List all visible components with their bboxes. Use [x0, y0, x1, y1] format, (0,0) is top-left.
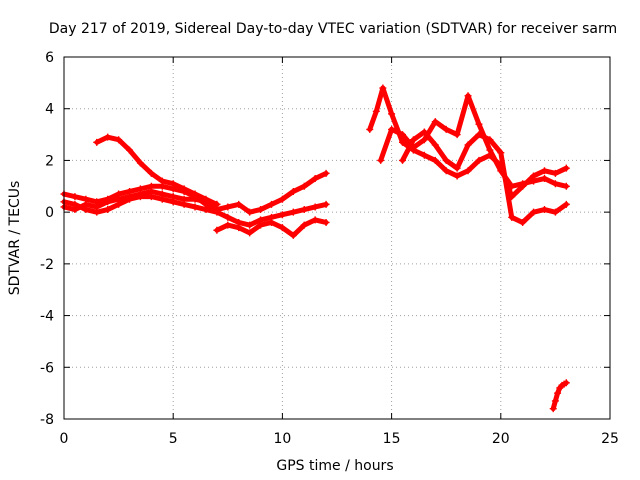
- series-segment: [454, 142, 471, 171]
- y-tick-label: -6: [40, 360, 54, 376]
- plus-marker: [213, 200, 221, 208]
- series-segment: [378, 126, 395, 163]
- series-segment: [127, 147, 143, 166]
- y-axis-ticks: -8 -6 -4 -2 0 2 4 6: [40, 50, 610, 428]
- x-tick-label: 25: [601, 431, 619, 447]
- plus-marker: [562, 200, 570, 208]
- series-d: [60, 193, 330, 229]
- x-tick-label: 10: [273, 431, 291, 447]
- chart-title: Day 217 of 2019, Sidereal Day-to-day VTE…: [49, 21, 617, 37]
- series-segment: [432, 142, 449, 163]
- series-segment: [465, 157, 482, 174]
- series-segment: [421, 129, 438, 148]
- series-segment: [465, 132, 482, 148]
- y-tick-label: -2: [40, 257, 54, 273]
- plus-marker: [322, 218, 330, 226]
- series-segment: [432, 157, 449, 174]
- x-tick-label: 15: [383, 431, 401, 447]
- grid-lines: [64, 57, 610, 419]
- series-segment: [465, 93, 482, 127]
- series-segment: [400, 137, 416, 163]
- series-segment: [509, 183, 526, 200]
- series-i: [549, 379, 570, 413]
- x-tick-label: 5: [169, 431, 178, 447]
- y-tick-label: -4: [40, 309, 54, 325]
- x-axis-label: GPS time / hours: [276, 458, 393, 474]
- series-segment: [487, 147, 504, 174]
- x-axis-ticks: 0 5 10 15 20 25: [60, 57, 619, 447]
- series-g: [377, 92, 570, 190]
- plus-marker: [562, 379, 570, 387]
- plus-marker: [562, 164, 570, 172]
- y-tick-label: 6: [45, 50, 54, 66]
- y-axis-label: SDTVAR / TECUs: [7, 181, 23, 296]
- series-h: [399, 128, 570, 226]
- plus-marker: [322, 200, 330, 208]
- x-tick-label: 0: [60, 431, 69, 447]
- series-c: [93, 133, 221, 208]
- series-segment: [116, 137, 133, 153]
- series-segment: [290, 222, 307, 238]
- series-segment: [380, 85, 395, 117]
- plus-marker: [562, 182, 570, 190]
- plus-marker: [322, 169, 330, 177]
- series-segment: [367, 108, 379, 132]
- series-segment: [454, 93, 471, 138]
- series-e: [213, 216, 330, 239]
- series-segment: [389, 111, 406, 145]
- series-segment: [552, 201, 569, 215]
- series-segment: [552, 165, 569, 176]
- series-segment: [520, 209, 537, 225]
- y-tick-label: 0: [45, 205, 54, 221]
- plot-frame: [63, 56, 611, 420]
- y-tick-label: 4: [45, 102, 54, 118]
- x-tick-label: 20: [492, 431, 510, 447]
- y-tick-label: 2: [45, 153, 54, 169]
- series-segment: [312, 170, 329, 182]
- series-segment: [203, 196, 220, 207]
- y-tick-label: -8: [40, 412, 54, 428]
- data-marks: [60, 84, 570, 413]
- series-segment: [498, 150, 515, 220]
- series-segment: [487, 137, 504, 156]
- series-segment: [137, 160, 154, 176]
